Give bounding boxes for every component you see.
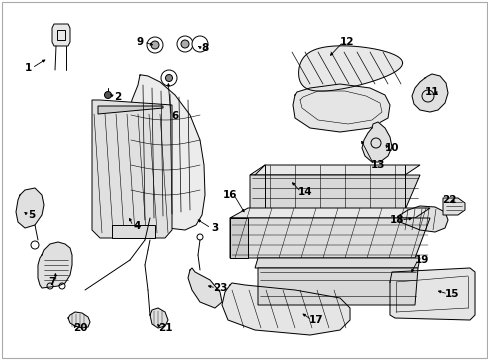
Circle shape — [147, 37, 163, 53]
Polygon shape — [399, 206, 447, 232]
Text: 19: 19 — [414, 255, 428, 265]
Polygon shape — [258, 268, 417, 305]
Polygon shape — [411, 74, 447, 112]
Text: 21: 21 — [158, 323, 172, 333]
Text: 3: 3 — [211, 223, 218, 233]
Circle shape — [311, 280, 327, 296]
Polygon shape — [254, 258, 419, 268]
Polygon shape — [389, 268, 474, 320]
Circle shape — [282, 280, 297, 296]
Text: 7: 7 — [48, 277, 56, 287]
Text: 22: 22 — [441, 195, 455, 205]
Polygon shape — [298, 46, 402, 91]
Text: 6: 6 — [171, 111, 178, 121]
Polygon shape — [229, 218, 247, 258]
Text: 12: 12 — [339, 37, 353, 47]
Text: 1: 1 — [24, 63, 32, 73]
Text: 10: 10 — [384, 143, 398, 153]
Polygon shape — [38, 242, 72, 288]
Circle shape — [151, 41, 159, 49]
Text: 4: 4 — [133, 221, 141, 231]
Polygon shape — [292, 84, 389, 132]
Circle shape — [177, 36, 193, 52]
Polygon shape — [52, 24, 70, 46]
Polygon shape — [249, 165, 419, 175]
Text: 20: 20 — [73, 323, 87, 333]
Text: 17: 17 — [308, 315, 323, 325]
Text: 2: 2 — [114, 92, 122, 102]
Polygon shape — [150, 308, 168, 328]
Text: 13: 13 — [370, 160, 385, 170]
Text: 23: 23 — [212, 283, 227, 293]
Polygon shape — [68, 312, 90, 328]
Polygon shape — [112, 225, 155, 238]
Polygon shape — [222, 283, 349, 335]
Circle shape — [181, 40, 189, 48]
Polygon shape — [442, 198, 464, 215]
Circle shape — [341, 280, 357, 296]
Polygon shape — [249, 175, 419, 210]
Circle shape — [192, 36, 207, 52]
Circle shape — [161, 70, 177, 86]
Text: 14: 14 — [297, 187, 312, 197]
Text: 15: 15 — [444, 289, 458, 299]
Polygon shape — [229, 218, 429, 258]
Text: 11: 11 — [424, 87, 438, 97]
Polygon shape — [92, 100, 172, 238]
Polygon shape — [16, 188, 44, 228]
Circle shape — [104, 91, 111, 99]
Text: 18: 18 — [389, 215, 404, 225]
Polygon shape — [229, 208, 429, 218]
Text: 16: 16 — [223, 190, 237, 200]
Polygon shape — [98, 106, 163, 114]
Text: 8: 8 — [201, 43, 208, 53]
Polygon shape — [126, 75, 204, 230]
Text: 9: 9 — [136, 37, 143, 47]
Polygon shape — [361, 122, 391, 162]
Circle shape — [165, 75, 172, 81]
Circle shape — [371, 280, 387, 296]
Text: 5: 5 — [28, 210, 36, 220]
Polygon shape — [187, 268, 222, 308]
